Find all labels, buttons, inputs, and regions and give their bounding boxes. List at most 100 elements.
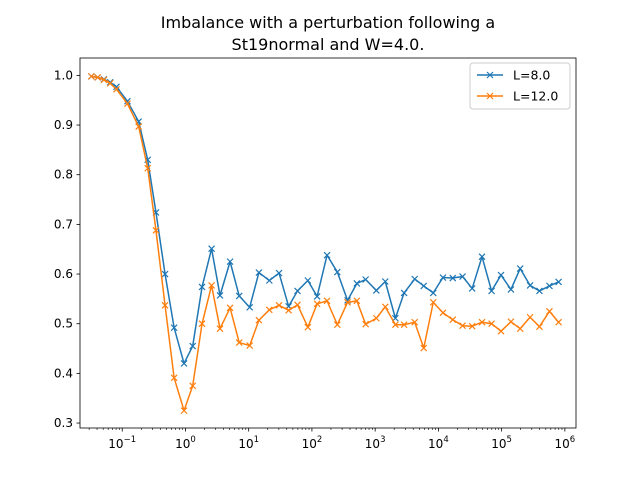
data-point-marker bbox=[226, 304, 234, 312]
y-tick-label: 1.0 bbox=[54, 68, 73, 82]
data-point-marker bbox=[362, 276, 370, 283]
x-tick-label: 102 bbox=[302, 435, 323, 451]
series-line bbox=[91, 75, 559, 365]
data-point-marker bbox=[304, 323, 312, 331]
data-point-marker bbox=[180, 407, 188, 415]
chart-title-line-2: St19normal and W=4.0. bbox=[232, 35, 425, 54]
data-point-marker bbox=[152, 226, 160, 234]
data-point-marker bbox=[429, 298, 437, 306]
data-point-marker bbox=[124, 100, 131, 108]
data-point-marker bbox=[488, 320, 495, 328]
y-tick-label: 0.7 bbox=[54, 217, 73, 231]
data-point-marker bbox=[285, 306, 293, 314]
data-point-marker bbox=[135, 123, 143, 130]
data-point-marker bbox=[323, 297, 331, 305]
data-point-marker bbox=[275, 269, 283, 277]
data-point-marker bbox=[372, 287, 380, 294]
data-point-marker bbox=[372, 314, 380, 322]
data-point-marker bbox=[198, 283, 206, 291]
y-tick-label: 0.6 bbox=[54, 267, 73, 281]
x-tick-label: 100 bbox=[175, 435, 196, 451]
chart-title: Imbalance with a perturbation following … bbox=[161, 13, 495, 54]
plot-area-frame bbox=[79, 57, 577, 429]
data-point-marker bbox=[124, 97, 131, 105]
data-point-marker bbox=[468, 322, 476, 330]
data-point-marker bbox=[344, 298, 351, 306]
x-tick-label: 101 bbox=[238, 435, 259, 451]
data-point-marker bbox=[391, 321, 399, 329]
y-tick-label: 0.5 bbox=[54, 317, 73, 331]
data-point-marker bbox=[144, 164, 152, 172]
data-point-marker bbox=[429, 289, 437, 297]
data-point-marker bbox=[507, 318, 515, 326]
data-point-marker bbox=[411, 275, 419, 283]
data-point-marker bbox=[113, 85, 120, 93]
data-point-marker bbox=[87, 72, 95, 80]
data-point-marker bbox=[313, 300, 321, 308]
data-point-marker bbox=[555, 278, 563, 286]
data-point-marker bbox=[226, 258, 234, 266]
data-point-marker bbox=[189, 342, 197, 350]
data-point-marker bbox=[323, 251, 331, 259]
legend-label: L=8.0 bbox=[513, 68, 550, 83]
data-point-marker bbox=[449, 316, 457, 324]
data-point-marker bbox=[198, 320, 206, 328]
plot-series bbox=[87, 72, 563, 415]
y-axis: 0.3 0.4 0.5 0.6 0.7 0.8 0.9 1.0 bbox=[54, 68, 80, 430]
data-point-marker bbox=[507, 286, 515, 293]
data-point-marker bbox=[313, 292, 321, 300]
series-line bbox=[91, 75, 560, 412]
data-point-marker bbox=[546, 282, 553, 290]
y-tick-label: 0.8 bbox=[54, 168, 73, 182]
data-point-marker bbox=[516, 325, 524, 333]
y-tick-label: 0.4 bbox=[54, 366, 73, 380]
y-tick-label: 0.9 bbox=[54, 118, 73, 132]
data-point-marker bbox=[208, 282, 216, 289]
data-point-marker bbox=[478, 253, 486, 261]
data-point-marker bbox=[420, 282, 428, 290]
data-point-marker bbox=[255, 269, 263, 276]
data-point-marker bbox=[294, 287, 301, 295]
x-tick-label: 103 bbox=[365, 435, 386, 451]
data-point-marker bbox=[113, 83, 120, 91]
data-point-marker bbox=[94, 73, 102, 81]
data-point-marker bbox=[546, 307, 553, 315]
data-point-marker bbox=[106, 79, 114, 87]
data-point-marker bbox=[362, 320, 370, 328]
data-point-marker bbox=[304, 277, 312, 284]
data-point-marker bbox=[208, 245, 216, 253]
data-point-marker bbox=[100, 76, 108, 84]
legend: L=8.0 L=12.0 bbox=[469, 62, 571, 110]
chart-title-line-1: Imbalance with a perturbation following … bbox=[161, 13, 495, 32]
data-point-marker bbox=[216, 291, 224, 299]
x-tick-label: 104 bbox=[428, 435, 449, 451]
data-point-marker bbox=[170, 374, 178, 382]
data-point-marker bbox=[526, 282, 534, 289]
data-point-marker bbox=[439, 274, 447, 281]
data-point-marker bbox=[275, 301, 283, 309]
data-point-marker bbox=[459, 273, 466, 280]
data-point-marker bbox=[353, 280, 361, 287]
data-point-marker bbox=[497, 327, 505, 335]
data-point-marker bbox=[189, 382, 197, 390]
data-point-marker bbox=[333, 321, 341, 329]
data-point-marker bbox=[536, 323, 543, 331]
data-point-marker bbox=[265, 277, 273, 284]
x-tick-label: 10−1 bbox=[108, 435, 136, 451]
data-point-marker bbox=[516, 265, 524, 273]
x-tick-label: 106 bbox=[555, 435, 576, 451]
data-point-marker bbox=[411, 318, 419, 326]
legend-marker bbox=[486, 92, 494, 100]
data-point-marker bbox=[353, 297, 361, 305]
data-point-marker bbox=[497, 271, 505, 279]
data-point-marker bbox=[526, 313, 534, 321]
data-point-marker bbox=[161, 301, 169, 309]
data-point-marker bbox=[246, 342, 254, 349]
data-point-marker bbox=[381, 278, 389, 285]
data-point-marker bbox=[170, 324, 178, 332]
data-point-marker bbox=[161, 270, 169, 278]
x-tick-label: 105 bbox=[491, 435, 512, 451]
data-point-marker bbox=[478, 318, 486, 326]
x-axis: 10−1 100 101 102 103 104 105 106 bbox=[88, 428, 576, 451]
